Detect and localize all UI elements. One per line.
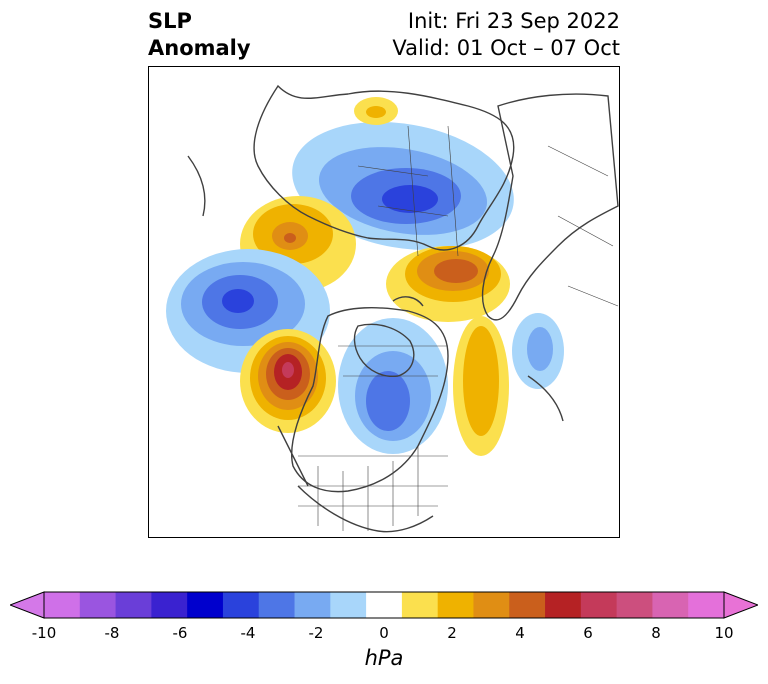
colorbar-tick-label: 0 [379,624,389,642]
colorbar-segment [294,592,331,618]
slp-anomaly-map [148,66,620,538]
colorbar-segment [688,592,725,618]
east-siberian-high-4 [284,233,296,243]
west-europe-low-2 [527,327,553,371]
colorbar-tick-label: 8 [651,624,661,642]
colorbar-segment [509,592,546,618]
colorbar-tick-label: -4 [240,624,256,642]
colorbar-tick-label: 4 [515,624,525,642]
colorbar-segment [222,592,260,618]
colorbar-segment [652,592,689,618]
atlantic-high-2 [463,326,499,436]
scandinavian-high-4 [434,259,478,283]
colorbar-segment [258,592,296,618]
anomaly-fill [166,97,564,456]
map-title: SLP Anomaly [148,8,251,62]
init-date: Init: Fri 23 Sep 2022 [407,9,620,33]
alaska-high-6 [282,362,294,378]
colorbar-segment [151,592,188,618]
colorbar-extend-low [10,591,45,619]
colorbar-segment [473,592,510,618]
colorbar-segment [44,592,81,618]
forecast-dates: Init: Fri 23 Sep 2022 Valid: 01 Oct – 07… [392,8,620,62]
title-line-2: Anomaly [148,36,251,60]
colorbar-tick-label: -2 [308,624,324,642]
siberian-low-4 [382,185,438,213]
colorbar-tick-label: 10 [714,624,734,642]
colorbar-segment [366,592,403,618]
title-line-1: SLP [148,9,192,33]
colorbar-tick-label: -8 [104,624,120,642]
colorbar-tick-labels: -10 -8 -6 -4 -2 0 2 4 6 8 10 [0,624,768,646]
political-borders [298,125,619,531]
canada-low-3 [366,371,410,431]
colorbar-segment [580,592,618,618]
colorbar-segment [187,592,224,618]
colorbar-unit-label: hPa [364,646,404,670]
colorbar-segment [330,592,367,618]
colorbar-segment [79,592,117,618]
colorbar-tick-label: -10 [31,624,57,642]
pacific-low-4 [222,289,254,313]
colorbar-segment [616,592,653,618]
coastlines [187,84,619,533]
colorbar-tick-label: 6 [583,624,593,642]
colorbar-extend-high [723,591,758,619]
colorbar-segment [437,592,474,618]
colorbar-tick-label: 2 [447,624,457,642]
north-high-small-2 [366,106,386,118]
colorbar-segment [115,592,152,618]
colorbar-segment [545,592,582,618]
colorbar-tick-label: -6 [172,624,188,642]
colorbar-segment [401,592,439,618]
valid-date: Valid: 01 Oct – 07 Oct [392,36,620,60]
colorbar [10,591,758,619]
